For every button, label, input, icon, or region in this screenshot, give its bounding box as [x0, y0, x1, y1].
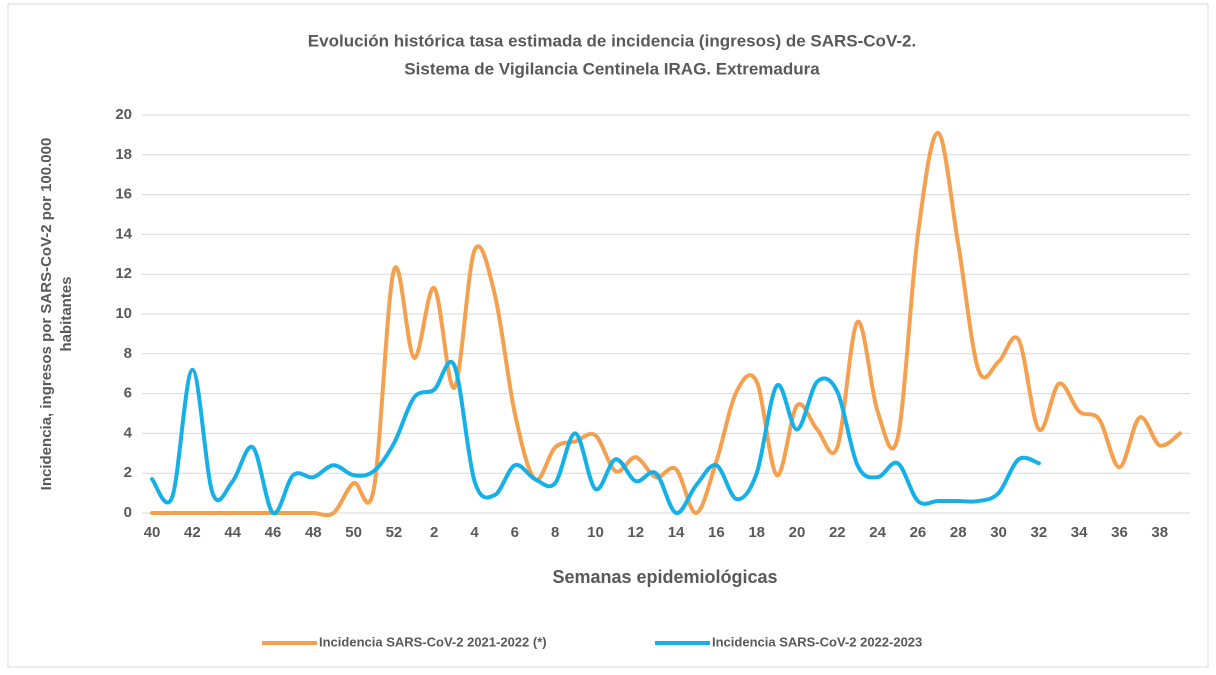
legend-label: Incidencia SARS-CoV-2 2021-2022 (*) — [319, 634, 547, 649]
x-axis-label: Semanas epidemiológicas — [552, 567, 777, 587]
y-tick-label: 4 — [124, 424, 133, 441]
y-tick-label: 12 — [115, 265, 132, 282]
legend-label: Incidencia SARS-CoV-2 2022-2023 — [712, 634, 922, 649]
x-tick-label: 46 — [265, 524, 282, 541]
y-tick-label: 8 — [124, 345, 132, 362]
chart-title: Sistema de Vigilancia Centinela IRAG. Ex… — [404, 59, 820, 78]
x-tick-label: 50 — [345, 524, 362, 541]
x-tick-label: 34 — [1071, 524, 1088, 541]
y-tick-label: 6 — [124, 385, 132, 402]
x-tick-label: 10 — [587, 524, 604, 541]
x-tick-label: 48 — [305, 524, 322, 541]
x-tick-label: 52 — [386, 524, 403, 541]
x-tick-label: 32 — [1031, 524, 1048, 541]
x-tick-label: 36 — [1111, 524, 1128, 541]
x-tick-label: 40 — [144, 524, 161, 541]
x-tick-label: 28 — [950, 524, 967, 541]
y-tick-label: 18 — [115, 146, 132, 163]
y-tick-label: 0 — [124, 504, 132, 521]
x-tick-label: 6 — [511, 524, 519, 541]
x-tick-label: 30 — [990, 524, 1007, 541]
y-tick-label: 2 — [124, 464, 132, 481]
x-tick-label: 2 — [430, 524, 438, 541]
x-tick-label: 8 — [551, 524, 559, 541]
chart-title: Evolución histórica tasa estimada de inc… — [308, 31, 916, 50]
line-series — [150, 360, 1041, 516]
x-tick-label: 14 — [668, 524, 685, 541]
x-tick-label: 12 — [627, 524, 644, 541]
x-tick-label: 20 — [789, 524, 806, 541]
x-tick-label: 18 — [748, 524, 765, 541]
x-tick-label: 38 — [1151, 524, 1168, 541]
x-tick-label: 26 — [910, 524, 927, 541]
x-tick-label: 16 — [708, 524, 725, 541]
x-tick-label: 24 — [869, 524, 886, 541]
y-tick-label: 16 — [115, 186, 132, 203]
y-tick-label: 20 — [115, 106, 132, 123]
y-tick-label: 14 — [115, 225, 132, 242]
line-series — [150, 130, 1182, 518]
x-tick-label: 4 — [470, 524, 479, 541]
y-tick-label: 10 — [115, 305, 132, 322]
y-axis-label: Incidencia, ingresos por SARS-CoV-2 por … — [38, 138, 55, 491]
x-tick-label: 22 — [829, 524, 846, 541]
x-tick-label: 44 — [224, 524, 241, 541]
x-tick-label: 42 — [184, 524, 201, 541]
y-axis-label: habitantes — [58, 276, 75, 351]
